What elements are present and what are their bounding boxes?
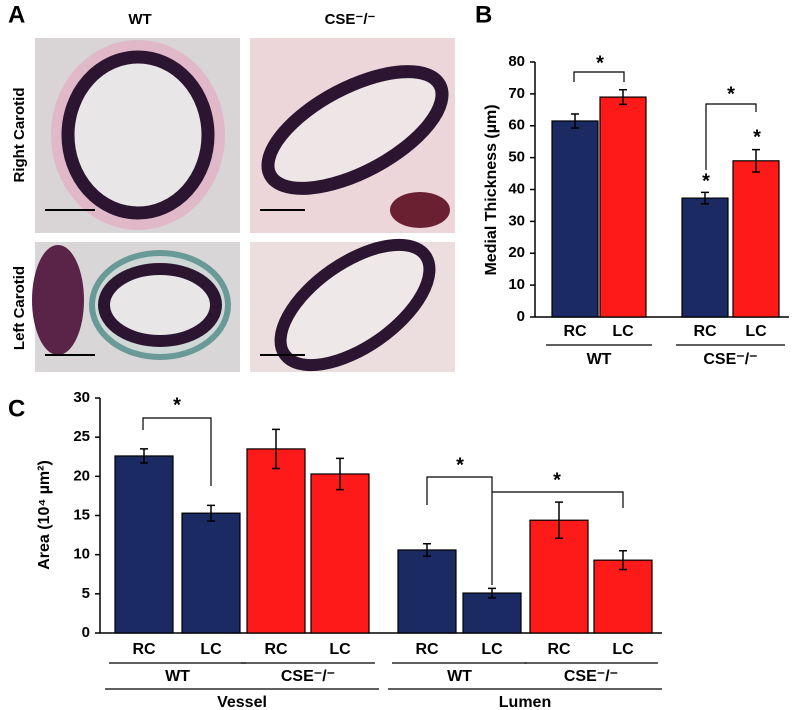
x-tick-label: LC [481, 641, 503, 658]
column-label: CSE⁻/⁻ [325, 11, 376, 28]
vessel-ring [261, 65, 449, 195]
error-bar [336, 457, 344, 491]
group-label: WT [447, 668, 472, 685]
error-bar [752, 148, 760, 173]
error-bar [140, 448, 148, 464]
y-tick-label: 40 [508, 180, 525, 197]
error-bar [555, 501, 563, 539]
error-bar [272, 428, 280, 470]
x-tick-label: LC [745, 323, 767, 340]
x-tick-label: LC [612, 323, 634, 340]
x-tick-label: LC [200, 641, 222, 658]
y-tick-label: 10 [73, 546, 90, 563]
x-tick-label: LC [612, 641, 634, 658]
y-tick-label: 25 [73, 428, 90, 445]
y-axis-label: Area (10⁴ µm²) [36, 460, 53, 570]
histology [32, 38, 455, 372]
panel-letter: B [475, 1, 492, 28]
significance-star: * [173, 394, 181, 416]
bar [397, 549, 457, 634]
supergroup-label: Vessel [217, 694, 267, 710]
tissue [390, 192, 450, 228]
bar [114, 455, 174, 634]
y-tick-label: 0 [82, 624, 90, 641]
bar [593, 559, 653, 634]
error-bar [571, 113, 579, 129]
group-label: WT [587, 351, 612, 368]
y-tick-label: 30 [73, 389, 90, 406]
bar [681, 197, 729, 318]
y-tick-label: 10 [508, 276, 525, 293]
error-bar [701, 191, 709, 205]
supergroup-label: Lumen [499, 694, 551, 710]
row-label: Left Carotid [11, 266, 28, 350]
x-tick-label: RC [415, 641, 439, 658]
bar [551, 120, 599, 318]
group-label: WT [165, 668, 190, 685]
significance-star: * [702, 170, 710, 192]
significance-star: * [553, 469, 561, 491]
panel-letter: A [8, 1, 25, 28]
error-bar [619, 550, 627, 571]
y-tick-label: 0 [517, 308, 525, 325]
row-label: Right Carotid [11, 88, 28, 183]
y-tick-label: 80 [508, 53, 525, 70]
bar [246, 448, 306, 634]
x-tick-label: RC [547, 641, 571, 658]
y-tick-label: 60 [508, 117, 525, 134]
y-tick-label: 30 [508, 212, 525, 229]
y-tick-label: 70 [508, 85, 525, 102]
tissue [32, 245, 84, 355]
significance-bracket [705, 103, 757, 170]
significance-bracket [142, 417, 212, 486]
bar [599, 96, 647, 318]
x-tick-label: RC [563, 323, 587, 340]
y-tick-label: 5 [82, 585, 90, 602]
significance-bracket [573, 71, 625, 82]
group-label: CSE⁻/⁻ [703, 351, 757, 368]
significance-star: * [456, 454, 464, 476]
error-bar [423, 542, 431, 557]
panel-letter: C [8, 395, 25, 422]
vessel-ring [61, 50, 215, 220]
y-tick-label: 20 [508, 244, 525, 261]
error-bar [619, 88, 627, 106]
group-label: CSE⁻/⁻ [564, 668, 618, 685]
bar [462, 592, 522, 634]
group-label: CSE⁻/⁻ [281, 668, 335, 685]
error-bar [488, 587, 496, 599]
bar [732, 160, 780, 318]
bar [310, 473, 370, 634]
vessel-ring [98, 263, 222, 347]
significance-star: * [727, 83, 735, 105]
significance-star: * [596, 52, 604, 74]
y-axis-label: Medial Thickness (µm) [483, 104, 500, 275]
bar [181, 512, 241, 634]
x-tick-label: RC [693, 323, 717, 340]
significance-bracket [492, 491, 624, 508]
error-bar [207, 504, 215, 522]
y-tick-label: 20 [73, 467, 90, 484]
column-label: WT [128, 11, 151, 28]
significance-star: * [753, 126, 761, 148]
y-tick-label: 50 [508, 149, 525, 166]
y-tick-label: 15 [73, 506, 90, 523]
x-tick-label: RC [264, 641, 288, 658]
significance-bracket [426, 476, 493, 585]
x-tick-label: LC [329, 641, 351, 658]
x-tick-label: RC [132, 641, 156, 658]
